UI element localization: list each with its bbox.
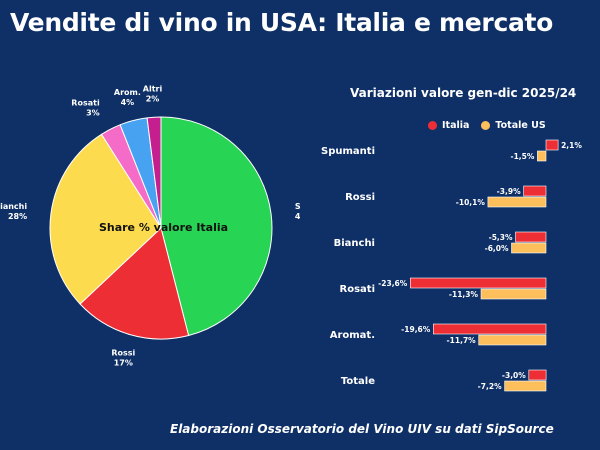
legend-label-italia: Italia: [442, 120, 470, 131]
bar-rosati-italia: [410, 277, 547, 289]
bar-label-rossi-totaleus: -10,1%: [456, 198, 486, 207]
pie-value-bianchi: 28%: [8, 212, 27, 221]
pie-label-bianchi: Bianchi: [0, 202, 27, 211]
category-label-totale: Totale: [341, 376, 375, 387]
bar-label-aromat-italia: -19,6%: [401, 325, 431, 334]
pie-label-rossi: Rossi: [111, 349, 135, 358]
bar-label-totale-italia: -3,0%: [502, 371, 526, 380]
pie-chart-title: Share % valore Italia: [98, 221, 229, 234]
pie-value-spumanti: 46%: [295, 212, 300, 221]
bar-label-bianchi-totaleus: -6,0%: [485, 244, 509, 253]
bar-totale-totaleus: [504, 380, 547, 392]
bar-bianchi-totaleus: [511, 242, 547, 254]
bar-rosati-totaleus: [480, 288, 547, 300]
legend-dot-italia: [428, 121, 437, 130]
category-label-rosati: Rosati: [340, 284, 375, 295]
pie-slice-spumanti: [160, 116, 273, 337]
bar-rossi-italia: [523, 185, 547, 197]
category-label-rossi: Rossi: [345, 192, 375, 203]
legend-label-totale-us: Totale US: [495, 120, 546, 131]
source-footer: Elaborazioni Osservatorio del Vino UIV s…: [170, 422, 554, 436]
pie-value-arom: 4%: [121, 98, 135, 107]
pie-value-altri: 2%: [146, 94, 160, 103]
bar-label-bianchi-italia: -5,3%: [489, 233, 513, 242]
bar-aromat-italia: [433, 323, 547, 335]
pie-value-rossi: 17%: [114, 359, 133, 368]
bar-label-aromat-totaleus: -11,7%: [447, 336, 477, 345]
bar-label-rossi-italia: -3,9%: [497, 187, 521, 196]
bar-totale-italia: [528, 369, 547, 381]
bar-label-rosati-italia: -23,6%: [378, 279, 408, 288]
bar-rossi-totaleus: [487, 196, 547, 208]
bar-label-spumanti-totaleus: -1,5%: [510, 152, 534, 161]
legend-dot-totale-us: [481, 121, 491, 130]
bar-chart: Spumanti 2,1% -1,5% Rossi -3,9% -10,1% Bianchi…: [321, 139, 582, 392]
bar-spumanti-totaleus: [537, 150, 547, 162]
legend-item-italia: Italia: [428, 120, 469, 131]
pie-slice-bianchi: [49, 133, 162, 305]
pie-label-spumanti: Spumanti: [295, 202, 300, 211]
pie-slice-altri: [146, 116, 162, 229]
bar-bianchi-italia: [515, 231, 547, 243]
bar-spumanti-italia: [545, 139, 559, 151]
category-label-bianchi: Bianchi: [334, 238, 375, 249]
bar-chart-title: Variazioni valore gen-dic 2025/24: [350, 86, 577, 100]
pie-slice-rossi: [79, 227, 190, 340]
category-label-spumanti: Spumanti: [321, 146, 375, 157]
pie-label-arom: Arom.: [114, 88, 141, 97]
bar-label-totale-totaleus: -7,2%: [478, 382, 502, 391]
bar-chart-legend: Italia Totale US: [428, 120, 546, 131]
legend-item-totale-us: Totale US: [481, 120, 546, 131]
bar-aromat-totaleus: [478, 334, 547, 346]
page-title: Vendite di vino in USA: Italia e mercato: [10, 8, 554, 37]
category-label-aromat: Aromat.: [330, 330, 375, 341]
bar-label-spumanti-italia: 2,1%: [561, 141, 582, 150]
bar-label-rosati-totaleus: -11,3%: [449, 290, 479, 299]
pie-label-rosati: Rosati: [71, 99, 100, 108]
pie-label-altri: Altri: [143, 84, 163, 93]
pie-value-rosati: 3%: [86, 109, 100, 118]
